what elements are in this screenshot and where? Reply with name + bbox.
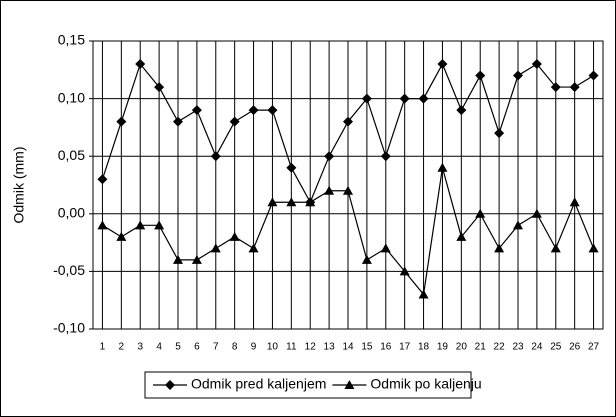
diamond-marker [154, 82, 165, 93]
diamond-marker [569, 82, 580, 93]
triangle-marker [343, 185, 353, 195]
triangle-marker [588, 243, 599, 253]
diamond-marker [531, 59, 542, 70]
x-tick-label: 16 [380, 342, 392, 353]
diamond-marker [116, 116, 127, 127]
triangle-marker [191, 254, 202, 264]
x-tick-label: 23 [512, 342, 524, 353]
x-tick-label: 26 [569, 342, 581, 353]
triangle-marker [248, 243, 259, 253]
diamond-marker [494, 128, 505, 139]
diamond-marker [135, 59, 146, 70]
x-tick-label: 12 [305, 342, 317, 353]
diamond-marker [324, 151, 335, 162]
x-tick-label: 5 [175, 342, 181, 353]
triangle-marker [116, 231, 127, 241]
diamond-marker [550, 82, 561, 93]
triangle-marker [418, 289, 429, 299]
diamond-marker [380, 151, 391, 162]
x-tick-label: 9 [251, 342, 257, 353]
x-tick-label: 1 [100, 342, 106, 353]
triangle-marker [229, 231, 240, 241]
legend-box [144, 371, 472, 399]
x-tick-label: 22 [494, 342, 506, 353]
triangle-marker [475, 208, 486, 218]
y-axis-title: Odmik (mm) [11, 147, 27, 224]
triangle-marker [286, 197, 297, 207]
diamond-marker [173, 116, 183, 127]
diamond-marker [361, 93, 372, 104]
x-tick-label: 18 [418, 342, 430, 353]
x-tick-label: 10 [267, 342, 279, 353]
x-tick-label: 8 [232, 342, 238, 353]
diamond-marker [229, 116, 240, 127]
diamond-marker [418, 93, 429, 104]
triangle-marker [437, 162, 448, 172]
triangle-marker [569, 197, 580, 207]
x-tick-label: 14 [342, 342, 354, 353]
diamond-marker [97, 174, 108, 185]
diamond-marker [267, 105, 278, 116]
x-tick-label: 3 [137, 342, 143, 353]
triangle-marker [210, 243, 221, 253]
x-tick-label: 15 [361, 342, 373, 353]
x-tick-label: 7 [213, 342, 219, 353]
triangle-marker [550, 243, 561, 253]
x-tick-label: 13 [324, 342, 336, 353]
diamond-marker [191, 105, 202, 116]
triangle-marker [494, 243, 505, 253]
triangle-marker [513, 220, 523, 230]
y-tick-label: 0,15 [58, 32, 85, 48]
diamond-marker [343, 116, 353, 127]
legend-label: Odmik pred kaljenjem [191, 376, 326, 392]
x-tick-label: 4 [156, 342, 162, 353]
x-tick-label: 2 [119, 342, 125, 353]
x-tick-label: 19 [437, 342, 449, 353]
legend-label: Odmik po kaljenju [370, 376, 481, 392]
x-tick-label: 27 [588, 342, 600, 353]
triangle-marker [324, 185, 335, 195]
diamond-marker [286, 162, 297, 173]
x-tick-label: 20 [456, 342, 468, 353]
x-tick-label: 24 [531, 342, 543, 353]
x-tick-label: 21 [475, 342, 487, 353]
triangle-marker [154, 220, 165, 230]
y-tick-label: -0,05 [53, 262, 85, 278]
y-tick-label: 0,10 [58, 89, 85, 105]
triangle-marker [399, 266, 410, 276]
x-tick-label: 25 [550, 342, 562, 353]
diamond-marker [588, 70, 599, 81]
triangle-marker [361, 254, 372, 264]
triangle-marker [380, 243, 391, 253]
diamond-marker [513, 70, 523, 81]
diamond-marker [399, 93, 410, 104]
triangle-marker [456, 231, 467, 241]
y-tick-label: -0,10 [53, 320, 85, 336]
triangle-marker [267, 197, 278, 207]
x-tick-label: 11 [286, 342, 297, 353]
diamond-marker [210, 151, 221, 162]
diamond-marker [437, 59, 448, 70]
triangle-marker [344, 380, 355, 389]
triangle-marker [135, 220, 146, 230]
plot-border [92, 40, 604, 330]
y-tick-label: 0,00 [58, 205, 85, 221]
x-tick-label: 6 [194, 342, 200, 353]
y-tick-label: 0,05 [58, 147, 85, 163]
triangle-marker [173, 254, 183, 264]
triangle-marker [305, 197, 316, 207]
triangle-marker [97, 220, 108, 230]
diamond-marker [165, 380, 175, 390]
x-tick-label: 17 [399, 342, 411, 353]
diamond-marker [248, 105, 259, 116]
triangle-marker [531, 208, 542, 218]
diamond-marker [456, 105, 467, 116]
diamond-marker [475, 70, 486, 81]
